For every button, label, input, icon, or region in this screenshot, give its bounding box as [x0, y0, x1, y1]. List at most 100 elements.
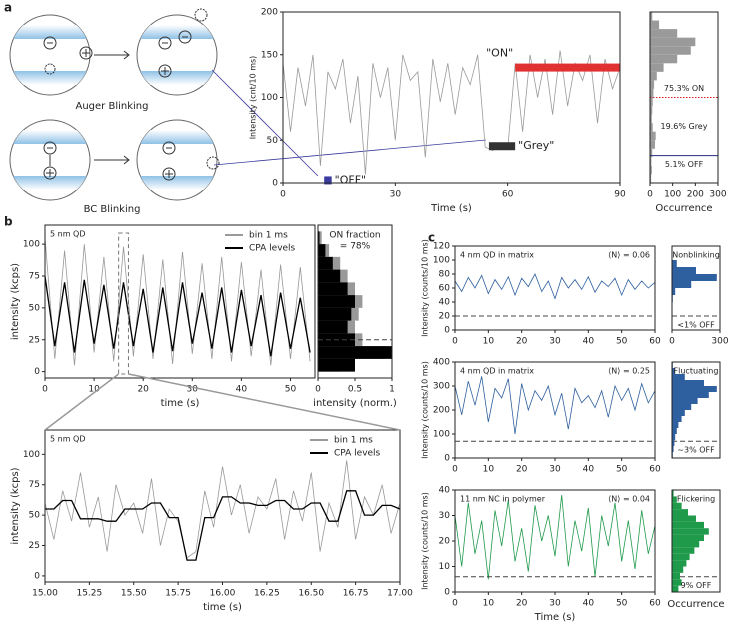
histogram-bar — [672, 534, 704, 541]
histogram-bar — [672, 502, 682, 510]
histogram-bar — [650, 37, 696, 47]
x-tick-label: 0 — [669, 337, 675, 347]
x-tick-label: 15.25 — [76, 589, 102, 599]
y-tick-label: 120 — [433, 242, 450, 252]
histogram-bar — [650, 174, 652, 183]
zoom-box — [118, 232, 129, 375]
band-diagram — [136, 119, 220, 201]
histogram-bar — [672, 404, 692, 410]
band-diagram — [9, 14, 93, 96]
level-bar — [488, 142, 516, 151]
x-tick-label: 60 — [649, 465, 661, 475]
x-tick-label: 0.5 — [348, 385, 362, 395]
histogram-bar — [650, 123, 653, 132]
x-tick-label: 0 — [315, 385, 321, 395]
x-tick-label: 40 — [583, 599, 595, 609]
histogram-bar — [650, 63, 664, 72]
y-tick-label: 50 — [267, 136, 279, 146]
trace — [44, 460, 401, 559]
histogram-bar — [672, 267, 696, 274]
x-tick-label: 15.75 — [165, 589, 191, 599]
panel-label: a — [4, 1, 12, 15]
x-tick-label: 50 — [616, 465, 628, 475]
trace — [454, 376, 656, 435]
diagrams: Auger Blinking BC Blinking — [9, 8, 487, 215]
histogram-bar — [672, 392, 709, 398]
histogram-bar — [650, 165, 652, 175]
x-tick-label: 10 — [483, 337, 495, 347]
trace — [282, 50, 621, 175]
histogram-bar — [672, 428, 677, 434]
off-label: <1% OFF — [677, 321, 715, 330]
y-tick-label: 30 — [439, 511, 451, 521]
n-label: ⟨N⟩ = 0.25 — [608, 367, 650, 376]
histogram-bar — [318, 295, 355, 308]
x-tick-label: 20 — [516, 337, 528, 347]
y-tick-label: 100 — [23, 240, 40, 250]
sample-label: 4 nm QD in matrix — [460, 251, 534, 260]
band-diagram — [136, 8, 218, 96]
y-tick-label: 0 — [34, 571, 40, 581]
level-bar — [324, 176, 332, 185]
histogram-bar — [672, 515, 696, 522]
histogram-bar — [672, 566, 684, 573]
n-label: ⟨N⟩ = 0.06 — [608, 251, 650, 260]
y-tick-label: 80 — [439, 270, 451, 280]
y-tick-label: 20 — [439, 312, 451, 322]
histogram-bar — [650, 54, 678, 64]
y-tick-label: 75 — [29, 480, 40, 490]
x-tick-label: 30 — [390, 190, 402, 200]
histogram-bar — [672, 496, 677, 503]
histogram-bar — [650, 88, 654, 98]
y-tick-label: 40 — [439, 486, 451, 496]
y-axis-label: Intensity (counts/10 ms) — [421, 492, 430, 590]
trace — [45, 490, 401, 561]
x-tick-label: 50 — [285, 385, 297, 395]
histogram-bar — [650, 46, 691, 55]
diagram-label: Auger Blinking — [76, 101, 149, 112]
histogram-bar — [672, 440, 675, 446]
legend-label: bin 1 ms — [334, 436, 373, 446]
y-axis-label: Intensity (counts/10 ms) — [421, 361, 430, 459]
histogram-bar — [650, 97, 653, 107]
x-tick-label: 60 — [649, 599, 661, 609]
x-tick-label: 16.25 — [254, 589, 280, 599]
histogram-bar — [672, 528, 709, 535]
histogram-bar — [318, 256, 333, 270]
level-label: "Grey" — [518, 139, 554, 152]
histogram-bar — [318, 346, 392, 359]
histogram-bar — [318, 244, 326, 257]
y-axis-label: Intensity (counts/10 ms) — [421, 239, 430, 337]
histogram-bar — [672, 579, 682, 586]
panel-label: b — [4, 215, 13, 229]
x-tick-label: 10 — [88, 385, 100, 395]
plot-frame — [649, 11, 719, 184]
y-axis-label: Intensity (cnt/10 ms) — [249, 56, 258, 140]
histogram-bar — [318, 231, 320, 245]
histogram-bar — [650, 131, 656, 141]
histogram-bar — [318, 231, 322, 245]
x-tick-label: 300 — [711, 337, 728, 347]
x-tick-label: 100 — [664, 190, 681, 200]
x-tick-label: 0 — [452, 337, 458, 347]
arrow — [94, 50, 130, 165]
histogram-bar — [650, 29, 678, 38]
histogram-bar — [672, 374, 685, 380]
histogram-bar — [318, 358, 355, 372]
class-label: Flickering — [677, 495, 715, 504]
zoom-connector — [128, 373, 401, 431]
level-label: "OFF" — [335, 173, 366, 186]
sample-label: 5 nm QD — [50, 230, 86, 239]
histogram-bar — [672, 274, 717, 281]
x-tick-label: 20 — [516, 465, 528, 475]
x-tick-label: 0 — [452, 599, 458, 609]
y-tick-label: 25 — [29, 541, 40, 551]
trace — [44, 275, 311, 357]
histogram-bar — [672, 585, 679, 592]
x-tick-label: 15.50 — [121, 589, 147, 599]
y-tick-label: 100 — [433, 430, 450, 440]
level-bar — [515, 63, 620, 72]
histogram-bar — [672, 368, 676, 374]
